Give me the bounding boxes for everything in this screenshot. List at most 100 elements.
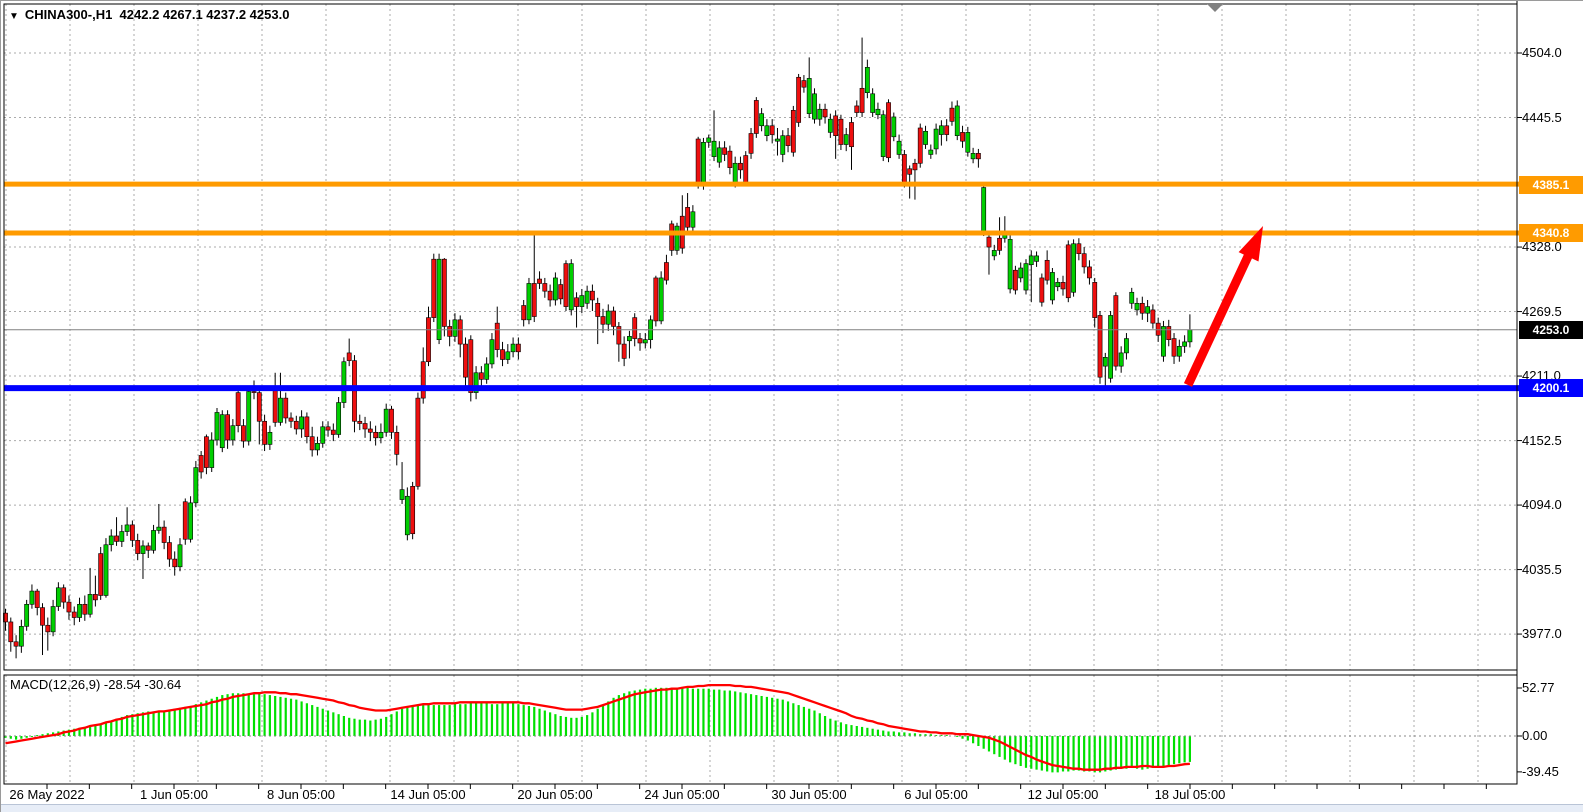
candle-body	[642, 339, 648, 344]
chart-shift-marker-icon[interactable]	[1207, 4, 1223, 12]
candle-body	[373, 431, 379, 439]
candle-body	[595, 302, 601, 317]
candle-body	[103, 544, 109, 596]
candle-body	[272, 388, 278, 423]
candle-body	[515, 343, 521, 353]
candle-body	[1150, 309, 1156, 324]
candle-body	[399, 489, 405, 500]
candle-body	[685, 207, 690, 228]
candle-body	[219, 414, 225, 449]
candle-body	[1166, 326, 1172, 340]
candle-body	[743, 155, 749, 184]
time-axis-label: 20 Jun 05:00	[517, 787, 593, 802]
candle-body	[193, 467, 199, 504]
chart-title-bar: ▼ CHINA300-,H1 4242.2 4267.1 4237.2 4253.…	[9, 7, 289, 22]
candle-body	[690, 211, 696, 228]
candle-body	[568, 263, 574, 311]
candle-body	[579, 295, 585, 307]
macd-axis-label: 0.00	[1522, 728, 1548, 743]
candle-body	[71, 611, 77, 618]
macd-pane-bg[interactable]	[4, 675, 1517, 784]
candle-body	[653, 277, 659, 322]
candle-body	[817, 108, 823, 120]
candle-body	[997, 237, 1002, 251]
candle-body	[188, 502, 193, 540]
candle-body	[954, 105, 960, 136]
candle-body	[1071, 243, 1076, 293]
main-pane-bg[interactable]	[4, 4, 1517, 670]
candle-body	[785, 135, 791, 146]
candle-body	[500, 349, 505, 360]
time-axis-label: 30 Jun 05:00	[771, 787, 847, 802]
candle-body	[706, 137, 712, 143]
candle-body	[1087, 266, 1092, 279]
candle-body	[1182, 341, 1188, 347]
candle-body	[1050, 272, 1055, 301]
time-axis-label: 18 Jul 05:00	[1154, 787, 1226, 802]
candle-body	[256, 392, 262, 422]
candle-body	[764, 125, 770, 136]
candle-body	[415, 397, 421, 487]
time-axis-label: 14 Jun 05:00	[390, 787, 466, 802]
candle-body	[1102, 357, 1108, 367]
candle-body	[214, 412, 220, 441]
candle-body	[584, 290, 590, 304]
price-axis-label: 4328.0	[1522, 239, 1562, 255]
candle-body	[864, 67, 870, 93]
candle-body	[436, 258, 442, 340]
candle-body	[938, 125, 944, 135]
candle-body	[801, 80, 807, 88]
candle-body	[1118, 352, 1124, 367]
candle-body	[61, 587, 67, 603]
candle-body	[420, 361, 426, 399]
candle-body	[521, 305, 527, 321]
candle-body	[225, 414, 230, 441]
candle-body	[1139, 302, 1145, 314]
candle-body	[843, 134, 849, 145]
trend-arrow-shaft[interactable]	[1183, 250, 1255, 387]
candle-body	[13, 641, 19, 647]
candle-body	[383, 408, 389, 433]
candle-body	[526, 283, 532, 321]
candle-body	[748, 133, 754, 154]
candle-body	[452, 319, 458, 337]
candle-body	[637, 338, 643, 344]
candle-body	[664, 262, 669, 281]
candle-body	[198, 455, 204, 473]
candle-body	[674, 225, 680, 251]
candle-body	[965, 132, 971, 153]
candle-body	[267, 431, 273, 445]
candle-body	[605, 310, 611, 325]
candle-body	[621, 343, 627, 359]
candle-body	[40, 607, 45, 626]
candle-body	[87, 594, 93, 615]
price-badge-resistance-upper: 4385.1	[1519, 176, 1583, 194]
candle-body	[341, 361, 347, 403]
price-axis-label: 4094.0	[1522, 497, 1562, 513]
candle-body	[531, 283, 537, 317]
candle-body	[151, 530, 156, 551]
symbol-dropdown-icon[interactable]: ▼	[9, 11, 19, 22]
candle-body	[404, 495, 410, 536]
candle-body	[537, 278, 542, 284]
candle-body	[172, 558, 178, 568]
candle-body	[1044, 259, 1050, 281]
chart-title: CHINA300-,H1 4242.2 4267.1 4237.2 4253.0	[24, 7, 290, 22]
candle-body	[590, 290, 595, 301]
candle-body	[98, 553, 104, 596]
candle-body	[262, 420, 267, 445]
candle-body	[790, 110, 796, 153]
candle-body	[241, 425, 246, 442]
candle-body	[558, 284, 564, 300]
candle-body	[130, 524, 135, 541]
trend-arrow-head[interactable]	[1238, 226, 1263, 262]
time-axis-label: 12 Jul 05:00	[1027, 787, 1099, 802]
price-badge-support: 4200.1	[1519, 379, 1583, 397]
candle-body	[1023, 263, 1029, 291]
candle-body	[870, 93, 876, 113]
candle-body	[8, 621, 14, 643]
candle-body	[991, 250, 997, 257]
candle-body	[780, 135, 786, 155]
macd-axis-label: 52.77	[1522, 680, 1555, 695]
